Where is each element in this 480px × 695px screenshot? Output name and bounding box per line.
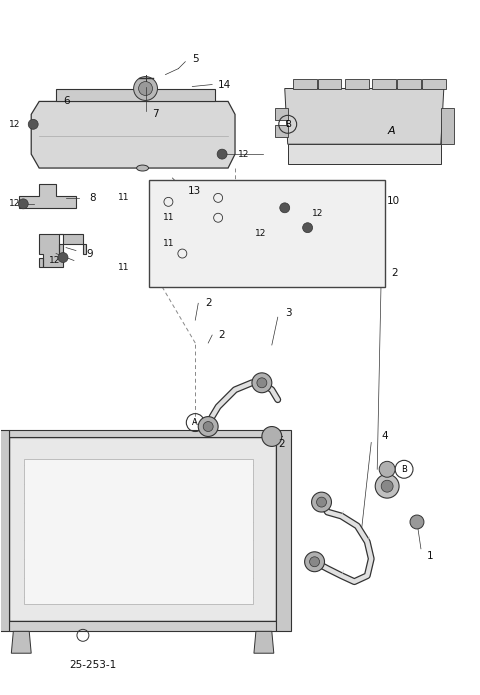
Text: 12: 12 — [49, 256, 60, 265]
Text: 2: 2 — [278, 439, 285, 450]
Polygon shape — [31, 101, 235, 168]
Text: 12: 12 — [9, 199, 21, 208]
Circle shape — [198, 416, 218, 436]
Polygon shape — [0, 430, 9, 631]
Polygon shape — [12, 631, 31, 653]
Ellipse shape — [137, 165, 148, 171]
Text: 5: 5 — [192, 54, 199, 64]
Polygon shape — [346, 79, 369, 88]
Circle shape — [379, 461, 395, 477]
Text: 2: 2 — [218, 330, 225, 340]
Text: 25-253-1: 25-253-1 — [69, 660, 117, 670]
Circle shape — [410, 515, 424, 529]
Polygon shape — [285, 88, 444, 144]
Polygon shape — [441, 108, 454, 144]
Polygon shape — [275, 108, 288, 120]
Circle shape — [203, 422, 213, 432]
Text: 11: 11 — [118, 193, 129, 202]
Circle shape — [316, 497, 326, 507]
Circle shape — [257, 378, 267, 388]
Text: 2: 2 — [205, 298, 212, 309]
FancyBboxPatch shape — [148, 180, 385, 287]
Text: 12: 12 — [9, 120, 21, 129]
Text: 11: 11 — [164, 239, 175, 248]
Polygon shape — [372, 79, 396, 88]
Circle shape — [305, 552, 324, 572]
Text: 7: 7 — [153, 109, 159, 120]
Polygon shape — [288, 144, 441, 164]
Text: B: B — [285, 120, 291, 129]
Text: 2: 2 — [391, 268, 398, 279]
Circle shape — [252, 373, 272, 393]
Circle shape — [375, 474, 399, 498]
Text: 6: 6 — [63, 97, 70, 106]
Polygon shape — [276, 430, 291, 631]
Text: 11: 11 — [164, 213, 175, 222]
Polygon shape — [422, 79, 446, 88]
Circle shape — [302, 222, 312, 233]
Circle shape — [58, 252, 68, 263]
Circle shape — [28, 120, 38, 129]
Polygon shape — [254, 631, 274, 653]
Circle shape — [262, 427, 282, 446]
Polygon shape — [9, 430, 276, 437]
Circle shape — [280, 203, 290, 213]
Polygon shape — [19, 184, 76, 208]
Text: A: A — [387, 126, 395, 136]
Polygon shape — [397, 79, 421, 88]
Polygon shape — [9, 621, 276, 631]
Text: 4: 4 — [381, 432, 388, 441]
Circle shape — [381, 480, 393, 492]
Text: 14: 14 — [218, 79, 231, 90]
Text: A: A — [192, 418, 198, 427]
Polygon shape — [293, 79, 316, 88]
Polygon shape — [275, 125, 288, 137]
Text: B: B — [401, 465, 407, 474]
Text: 8: 8 — [89, 193, 96, 203]
Text: 11: 11 — [118, 263, 129, 272]
Text: 12: 12 — [238, 149, 250, 158]
Text: 10: 10 — [387, 196, 400, 206]
Circle shape — [310, 557, 320, 566]
Text: 13: 13 — [188, 186, 202, 196]
Bar — [9, 437, 276, 621]
Circle shape — [133, 76, 157, 101]
Text: 12: 12 — [255, 229, 266, 238]
Text: 12: 12 — [312, 209, 323, 218]
Bar — [24, 459, 253, 603]
Text: 3: 3 — [285, 308, 291, 318]
Circle shape — [217, 149, 227, 159]
Circle shape — [312, 492, 332, 512]
Text: 9: 9 — [86, 249, 93, 259]
Circle shape — [139, 81, 153, 95]
Polygon shape — [56, 88, 215, 101]
Text: 1: 1 — [427, 551, 433, 561]
Polygon shape — [318, 79, 341, 88]
Polygon shape — [39, 234, 86, 268]
Circle shape — [18, 199, 28, 208]
